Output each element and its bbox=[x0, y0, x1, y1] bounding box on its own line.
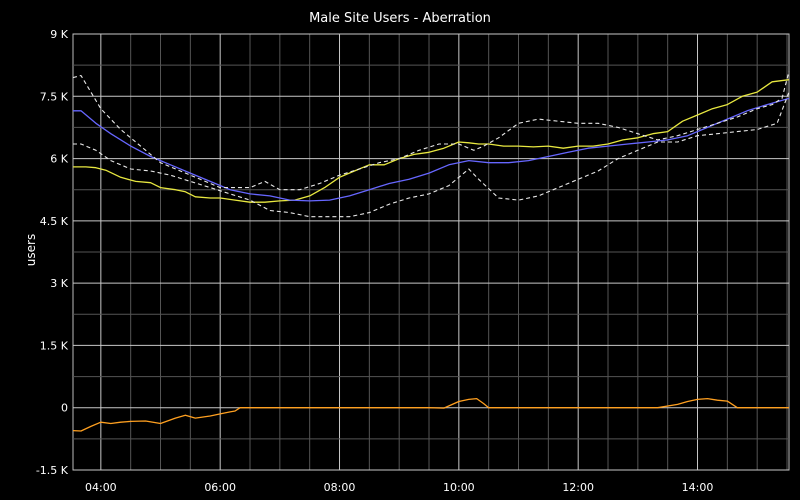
y-tick-label: 6 K bbox=[50, 153, 68, 166]
x-tick-label: 14:00 bbox=[682, 481, 714, 494]
x-tick-label: 08:00 bbox=[324, 481, 356, 494]
grid bbox=[72, 33, 790, 471]
chart-title: Male Site Users - Aberration bbox=[309, 11, 491, 26]
y-tick-label: 3 K bbox=[50, 277, 68, 290]
y-tick-label: 4.5 K bbox=[40, 215, 69, 228]
series-line-1 bbox=[73, 97, 790, 202]
x-tick-label: 12:00 bbox=[562, 481, 594, 494]
y-axis-label: users bbox=[24, 234, 38, 266]
series-line-4 bbox=[72, 397, 789, 432]
y-tick-label: 0 bbox=[61, 402, 68, 415]
y-tick-label: 1.5 K bbox=[40, 339, 69, 352]
x-axis-ticks: 04:00 06:00 08:00 10:00 12:00 14:00 bbox=[85, 481, 713, 494]
y-tick-label: 7.5 K bbox=[40, 90, 69, 103]
x-tick-label: 10:00 bbox=[443, 481, 475, 494]
series-line-3 bbox=[73, 91, 790, 218]
y-tick-label: -1.5 K bbox=[36, 464, 69, 477]
series-line-0 bbox=[73, 79, 790, 203]
x-tick-label: 06:00 bbox=[204, 481, 236, 494]
y-tick-label: 9 K bbox=[50, 28, 68, 41]
x-tick-label: 04:00 bbox=[85, 481, 117, 494]
series-layer bbox=[72, 71, 790, 432]
y-axis-ticks: -1.5 K 0 1.5 K 3 K 4.5 K 6 K 7.5 K 9 K bbox=[36, 28, 69, 477]
